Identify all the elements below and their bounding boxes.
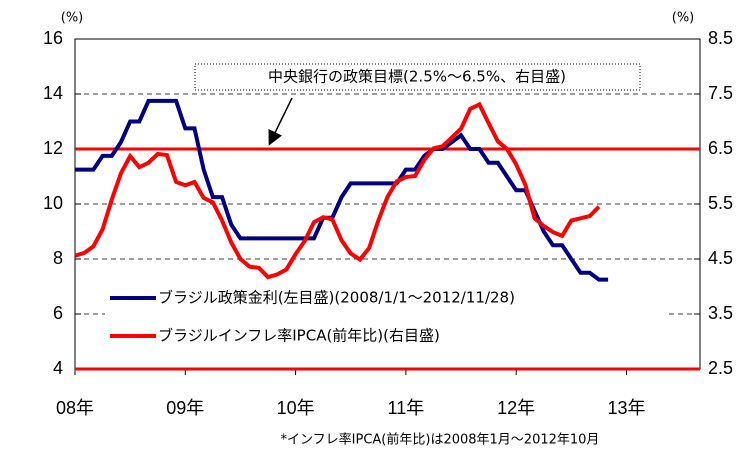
x-tick-label: 09年 [166,398,204,418]
y2-tick-label: 2.5 [708,358,733,378]
y-unit: (%) [61,11,84,26]
y2-tick-label: 4.5 [708,248,733,268]
x-tick-label: 08年 [56,398,94,418]
annotation: 中央銀行の政策目標(2.5%～6.5%、右目盛) [268,68,566,86]
y-tick-label: 6 [53,303,63,323]
y2-unit: (%) [672,11,695,26]
note: *インフレ率IPCA(前年比)は2008年1月～2012年10月 [281,432,600,448]
series-line [74,101,601,280]
y-tick-label: 12 [43,138,63,158]
annotation-arrow [268,97,293,146]
x-tick-label: 13年 [607,398,645,418]
y-tick-label: 8 [53,248,63,268]
series-line [75,98,609,282]
legend-box [105,282,665,352]
y-tick-label: 14 [43,83,63,103]
x-tick-label: 12年 [497,398,535,418]
y2-tick-label: 7.5 [708,83,733,103]
y2-tick-label: 6.5 [708,138,733,158]
y2-tick-label: 3.5 [708,303,733,323]
legend-label: ブラジル政策金利(左目盛)(2008/1/1～2012/11/28) [158,289,515,307]
y-tick-label: 4 [53,358,63,378]
y2-tick-label: 5.5 [708,193,733,213]
y-tick-label: 16 [43,28,63,48]
legend-label: ブラジルインフレ率IPCA(前年比)(右目盛) [158,327,440,345]
y2-tick-label: 8.5 [708,28,733,48]
annotation-box [194,63,641,91]
x-tick-label: 11年 [388,398,425,418]
y-tick-label: 10 [43,193,63,213]
x-tick-label: 10年 [277,398,315,418]
